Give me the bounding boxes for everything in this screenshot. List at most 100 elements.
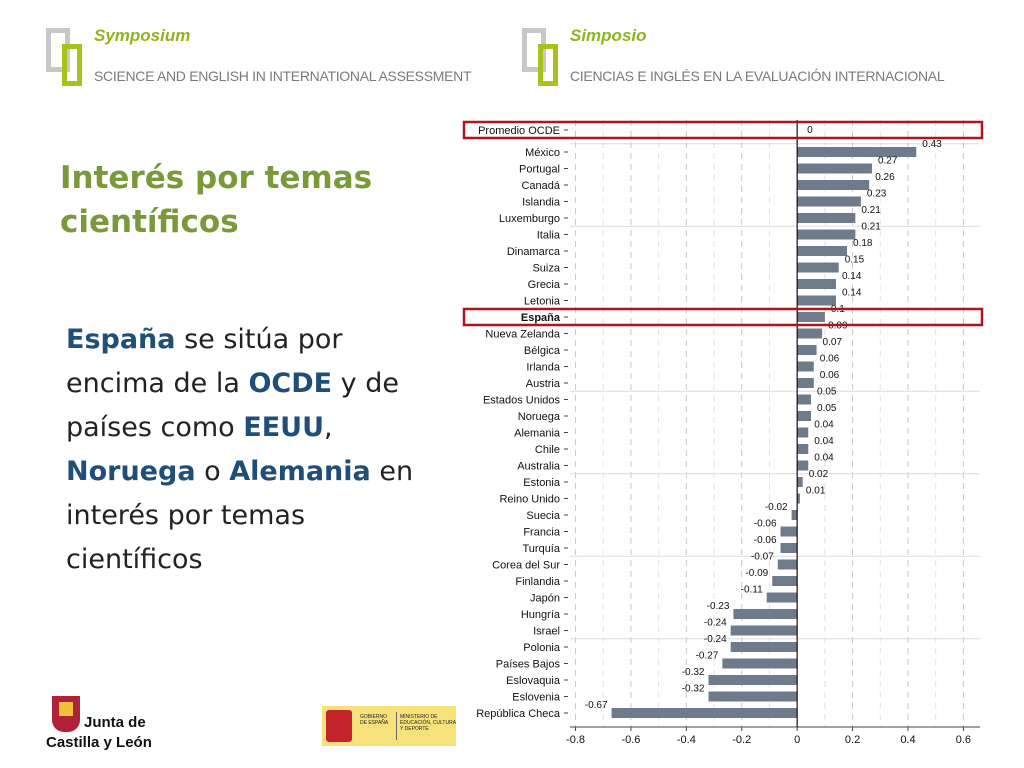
data-label: -0.02 [765,502,788,513]
bar [797,246,848,256]
data-label: 0 [807,125,813,136]
bar [797,345,817,355]
x-tick-label: 0 [794,734,800,746]
data-label: 0.06 [820,354,840,365]
data-label: -0.24 [704,634,727,645]
coat-of-arms-icon [52,696,80,732]
category-label: Portugal [519,164,560,176]
data-label: 0.02 [809,469,829,480]
header-left-subtitle: SCIENCE AND ENGLISH IN INTERNATIONAL ASS… [94,68,472,84]
data-label: 0.27 [878,156,898,167]
category-label: Países Bajos [496,659,561,671]
x-tick-label: -0.4 [677,734,696,746]
bar [708,691,798,702]
emphasis-alemania: Alemania [229,456,371,487]
data-label: 0.15 [845,255,865,266]
data-label: 0.04 [814,420,834,431]
slide-heading: Interés por temas científicos [60,160,373,240]
category-label: Letonia [524,296,561,308]
bar [797,394,812,405]
category-label: Austria [526,378,561,390]
category-label: Irlanda [526,362,561,374]
gob-divider [396,712,397,740]
category-label: México [525,147,560,159]
bar [777,559,798,570]
category-label: Israel [533,626,560,638]
x-tick-label: -0.8 [566,734,585,746]
category-label: Grecia [528,279,561,291]
bar [733,609,798,619]
category-label: Luxemburgo [499,213,560,225]
category-label: Polonia [523,642,561,654]
data-label: -0.11 [741,585,763,596]
x-tick-label: -0.2 [732,734,751,746]
bar [797,279,836,289]
category-label: Canadá [521,180,560,192]
category-label: Reino Unido [499,494,560,506]
emphasis-ocde: OCDE [248,368,333,399]
bar [797,328,823,339]
bar [797,213,856,223]
category-label: Suecia [526,510,561,522]
data-label: 0.14 [842,288,862,299]
header-right-subtitle: CIENCIAS E INGLÉS EN LA EVALUACIÓN INTER… [570,68,945,84]
category-label: Eslovaquia [506,675,561,687]
data-label: -0.06 [754,519,777,530]
data-label: -0.07 [751,552,774,563]
bar [722,658,798,669]
bar [708,675,798,685]
category-label: Turquía [522,543,560,555]
category-label: Estonia [523,477,561,489]
body-text-segment: o [195,456,230,487]
logo-square-green [62,44,82,86]
category-label: Bélgica [524,345,561,357]
category-label: Alemania [514,428,561,440]
category-label: Australia [517,461,561,473]
data-label: -0.23 [707,601,730,612]
bar [797,295,836,306]
bar [772,576,798,586]
category-label: España [521,312,561,324]
body-text-segment: se sitúa por encima de la [66,324,343,399]
bar [797,411,812,421]
bar [797,229,856,240]
bar [797,477,803,487]
header-right-title: Simposio [570,26,647,45]
body-text-segment: y de países como [66,368,399,443]
category-label: Hungría [521,609,561,621]
data-label: 0.06 [820,370,840,381]
bar [797,444,809,454]
data-label: 0.07 [823,337,843,348]
body-text-segment: en interés por temas científicos [66,456,414,575]
gob-text: GOBIERNO DE ESPAÑA [360,714,389,726]
gobierno-espana-logo: GOBIERNO DE ESPAÑA MINISTERIO DE EDUCACI… [322,706,456,746]
data-label: -0.27 [696,651,719,662]
bar [797,493,800,504]
emphasis-espana: España [66,324,176,355]
category-label: Finlandia [515,576,561,588]
bar [611,708,798,718]
highlight-box [462,307,984,327]
bar [766,592,798,603]
bar [791,510,798,520]
data-label: 0.43 [922,139,942,150]
junta-castilla-leon-logo: Junta de Castilla y León [46,696,166,762]
bar [797,460,809,471]
data-label: -0.32 [682,684,705,695]
data-label: -0.32 [682,667,705,678]
category-label: Nueva Zelanda [485,329,560,341]
category-label: Italia [537,230,561,242]
ministry-text: MINISTERIO DE EDUCACIÓN, CULTURA Y DEPOR… [400,714,456,732]
data-label: 0.04 [814,453,834,464]
highlight-box [462,120,984,140]
bar [797,163,872,174]
spain-crest-icon [326,710,352,742]
bar [797,378,814,388]
emphasis-noruega: Noruega [66,456,196,487]
jcyl-text-line1: Junta de [84,714,146,731]
data-label: 0.21 [861,222,881,233]
data-label: 0.26 [875,172,895,183]
bar [797,180,870,190]
x-tick-label: 0.6 [956,734,971,746]
logo-square-gray [522,28,546,72]
